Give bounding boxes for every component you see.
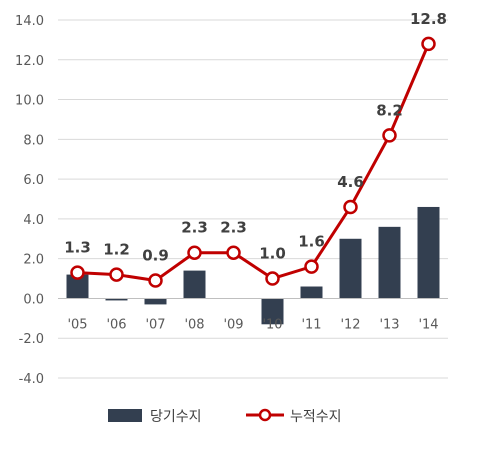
line-point xyxy=(226,245,241,260)
x-tick-label: '05 xyxy=(67,317,87,332)
x-tick-label: '08 xyxy=(184,317,204,332)
y-tick-label: 14.0 xyxy=(15,14,44,29)
bar xyxy=(339,238,362,299)
line-point xyxy=(382,128,397,143)
y-tick-label: 4.0 xyxy=(23,213,44,228)
bar xyxy=(378,226,401,299)
y-tick-label: 0.0 xyxy=(23,292,44,307)
x-tick-label: '06 xyxy=(106,317,126,332)
legend-label-bar: 당기수지 xyxy=(150,409,202,425)
x-tick-label: '09 xyxy=(223,317,243,332)
line-point xyxy=(109,267,124,282)
data-label: 1.3 xyxy=(64,239,91,257)
data-label: 1.2 xyxy=(103,241,130,259)
x-tick-label: '07 xyxy=(145,317,165,332)
legend-label-line: 누적수지 xyxy=(290,409,342,425)
y-tick-label: 2.0 xyxy=(23,253,44,268)
y-tick-label: 10.0 xyxy=(15,94,44,109)
line-point xyxy=(187,245,202,260)
line-point xyxy=(148,273,163,288)
x-tick-label: '11 xyxy=(301,317,321,332)
bar xyxy=(66,274,89,299)
bar-series-current-balance xyxy=(66,206,440,325)
data-label: 0.9 xyxy=(142,247,169,265)
x-axis: '05 '06 '07 '08 '09 '10 '11 '12 '13 '14 xyxy=(58,297,448,332)
bar xyxy=(183,270,206,299)
line-point xyxy=(343,199,358,215)
bar xyxy=(417,206,440,299)
data-label: 2.3 xyxy=(220,219,247,237)
y-tick-label: 6.0 xyxy=(23,173,44,188)
data-label: 1.6 xyxy=(298,233,325,251)
y-tick-label: -2.0 xyxy=(19,332,44,347)
y-tick-label: 8.0 xyxy=(23,133,44,148)
line-series-cumulative-balance xyxy=(70,36,436,288)
bar xyxy=(300,286,323,299)
legend-swatch-marker xyxy=(258,408,272,422)
line-point xyxy=(70,265,85,280)
line-point xyxy=(304,259,319,274)
gridlines xyxy=(58,19,448,379)
legend-swatch-bar xyxy=(108,409,142,422)
data-label: 12.8 xyxy=(410,10,447,28)
data-label: 2.3 xyxy=(181,219,208,237)
x-tick-label: '14 xyxy=(418,317,438,332)
y-tick-label: -4.0 xyxy=(19,372,44,387)
x-tick-label: '13 xyxy=(379,317,399,332)
y-axis: 14.0 12.0 10.0 8.0 6.0 4.0 2.0 0.0 -2.0 -4.0 xyxy=(15,14,44,387)
data-label: 1.0 xyxy=(259,245,286,263)
data-label: 8.2 xyxy=(376,101,403,119)
y-tick-label: 12.0 xyxy=(15,54,44,69)
line-point xyxy=(265,271,280,286)
series-line xyxy=(77,43,430,283)
bar xyxy=(261,298,284,325)
line-point xyxy=(421,36,436,52)
legend: 당기수지 누적수지 xyxy=(108,408,342,425)
data-label: 4.6 xyxy=(337,173,364,191)
data-labels: 1.3 1.2 0.9 2.3 2.3 1.0 1.6 4.6 8.2 12.8 xyxy=(64,10,447,265)
bar xyxy=(105,298,128,301)
x-tick-label: '12 xyxy=(340,317,360,332)
x-tick-label: '10 xyxy=(262,317,282,332)
bar xyxy=(144,298,167,305)
